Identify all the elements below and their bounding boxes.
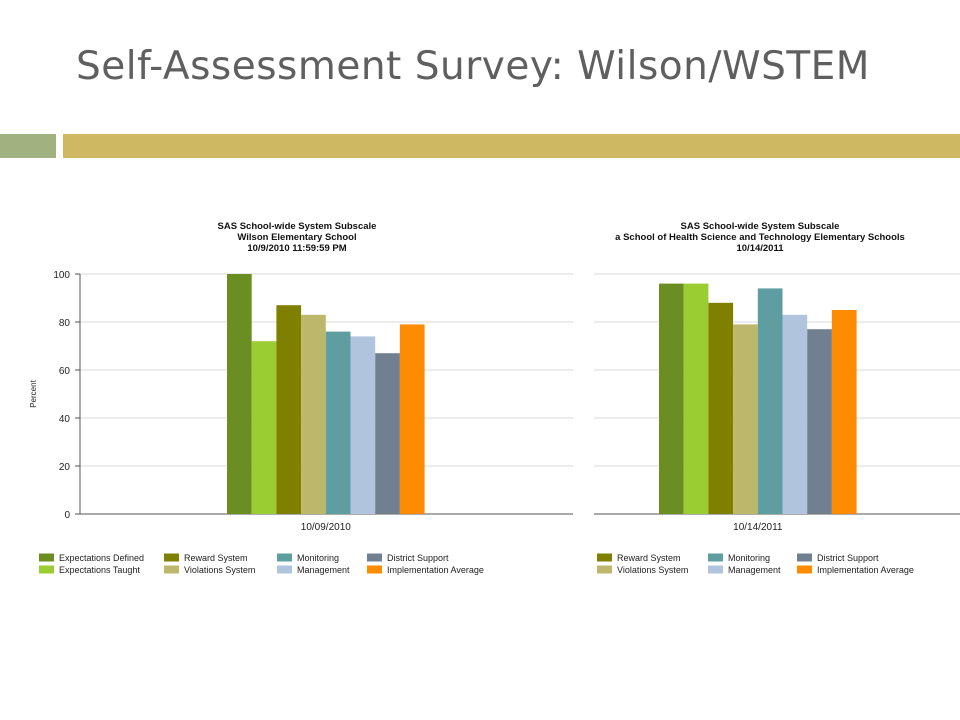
chart-2-legend-swatch [797,553,812,562]
chart-1-legend-label: Expectations Defined [59,553,144,563]
chart-1-legend-swatch [164,565,179,574]
chart-1-legend-label: Implementation Average [387,565,484,575]
chart-1-y-tick-label: 0 [64,510,70,521]
header-band-left [0,134,56,158]
chart-1-legend-swatch [277,565,292,574]
chart-2-bar-district-support [807,329,832,514]
chart-1-bar-monitoring [325,331,351,514]
chart-1-legend-swatch [367,565,382,574]
header-band-right [63,134,960,158]
chart-1-legend-swatch [164,553,179,562]
chart-1-y-tick-label: 80 [59,318,71,329]
chart-2-legend-label: Reward System [617,553,681,563]
chart-1-title-line: SAS School-wide System Subscale [218,221,377,232]
chart-1-legend-label: Reward System [184,553,248,563]
chart-1-y-tick-label: 40 [59,414,71,425]
chart-2-bar-implementation-average [831,310,857,514]
chart-1-y-tick-label: 60 [59,366,71,377]
chart-1-bar-district-support [375,353,400,514]
chart-1-y-tick-label: 20 [59,462,71,473]
chart-2-bar-monitoring [757,288,783,514]
chart-2-legend-swatch [797,565,812,574]
chart-2-bar-management [782,314,808,514]
chart-2-bar-series-2 [683,283,709,514]
chart-1-legend-label: Management [297,565,350,575]
chart-1-legend-swatch [39,553,54,562]
chart-2-bar-violations-system [733,324,758,514]
chart-2-title-line: 10/14/2011 [736,243,784,254]
chart-1-bar-expectations-defined [227,274,252,514]
chart-1-bar-management [350,336,376,514]
chart-1-legend-label: Monitoring [297,553,339,563]
chart-2-legend-label: Monitoring [728,553,770,563]
chart-2-legend-label: District Support [817,553,879,563]
chart-2-legend-label: Violations System [617,565,688,575]
chart-2-legend-label: Implementation Average [817,565,914,575]
chart-2-legend-swatch [597,553,612,562]
chart-1-legend-label: Expectations Taught [59,565,140,575]
chart-2-legend-label: Management [728,565,781,575]
chart-2-legend-swatch [708,565,723,574]
chart-2-bar-series-1 [659,283,684,514]
chart-1-legend-label: Violations System [184,565,255,575]
chart-1-bar-expectations-taught [251,341,277,514]
chart-1-legend-swatch [277,553,292,562]
chart-2-legend-swatch [597,565,612,574]
chart-1-bar-implementation-average [399,324,425,514]
chart-1-legend-swatch [39,565,54,574]
chart-1-bar-reward-system [276,305,302,514]
chart-1-y-axis-label: Percent [29,379,38,407]
chart-1-y-tick-label: 100 [53,270,70,281]
chart-2-x-tick-label: 10/14/2011 [733,522,783,533]
chart-2-title-line: SAS School-wide System Subscale [681,221,840,232]
chart-1-title-line: 10/9/2010 11:59:59 PM [247,243,346,254]
chart-1-legend-swatch [367,553,382,562]
chart-2-legend-swatch [708,553,723,562]
chart-1-legend-label: District Support [387,553,449,563]
chart-2-title-line: a School of Health Science and Technolog… [615,232,905,243]
chart-2-bar-reward-system [708,302,734,514]
chart-1-title-line: Wilson Elementary School [237,232,356,243]
chart-1-x-tick-label: 10/09/2010 [301,522,351,533]
slide-title: Self-Assessment Survey: Wilson/WSTEM [76,44,870,89]
chart-1-bar-violations-system [301,314,326,514]
